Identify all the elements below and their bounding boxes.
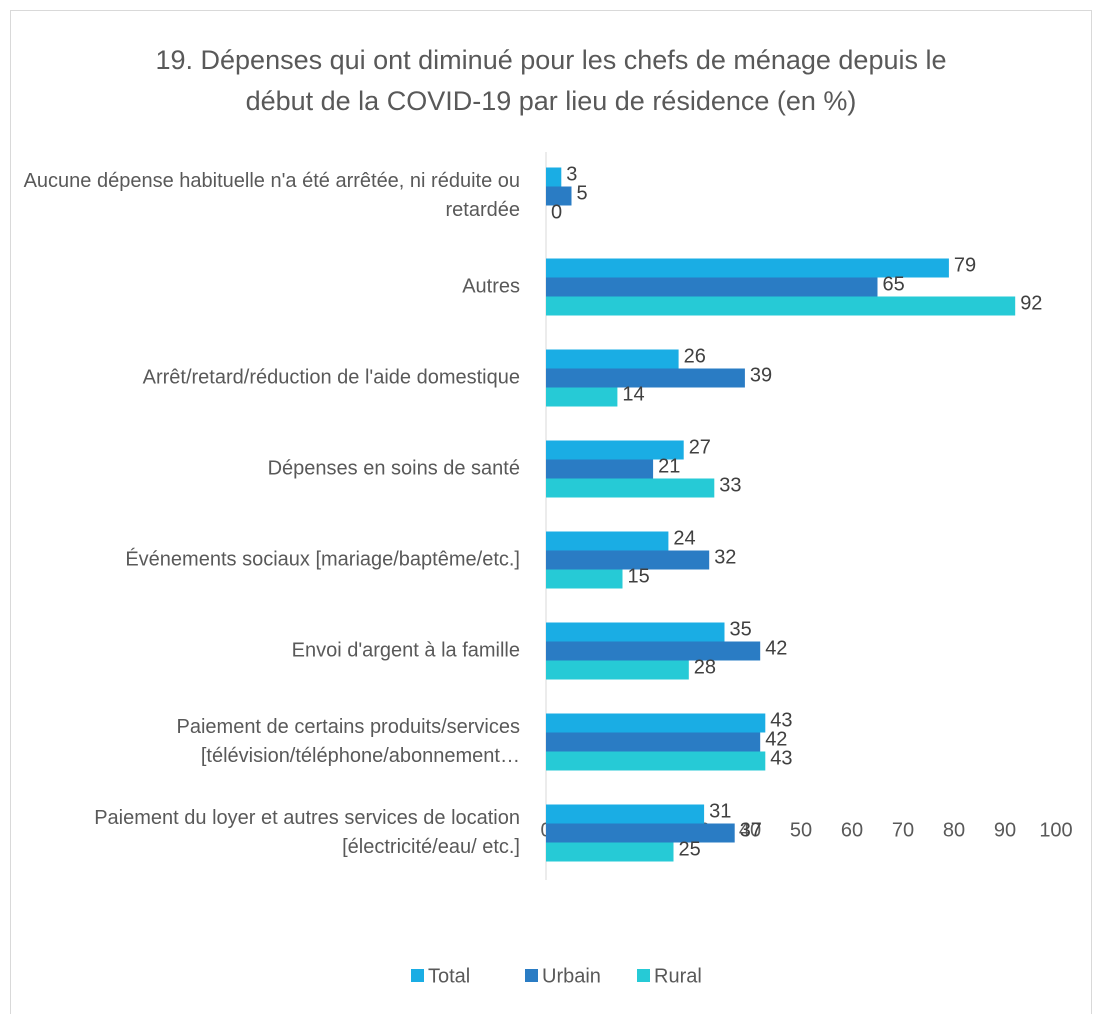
bar (546, 440, 684, 460)
bar (546, 569, 623, 589)
data-label: 42 (765, 637, 787, 659)
data-label: 39 (750, 364, 772, 386)
data-label: 79 (954, 254, 976, 276)
bar (546, 751, 766, 771)
data-label: 14 (622, 383, 644, 405)
legend-label: Urbain (542, 965, 601, 987)
bar (546, 641, 761, 661)
bar (546, 186, 572, 206)
x-tick-label: 70 (892, 819, 914, 841)
data-label: 37 (740, 819, 762, 841)
data-label: 35 (730, 618, 752, 640)
bar (546, 277, 878, 297)
bar (546, 459, 654, 479)
data-label: 0 (551, 201, 562, 223)
legend-swatch (637, 969, 650, 982)
legend-label: Total (428, 965, 470, 987)
bar (546, 167, 562, 187)
data-label: 43 (770, 747, 792, 769)
legend-label: Rural (654, 965, 702, 987)
x-tick-label: 90 (994, 819, 1016, 841)
bar (546, 804, 705, 824)
category-label: Paiement du loyer et autres services de … (94, 807, 520, 858)
category-label: Aucune dépense habituelle n'a été arrêté… (23, 170, 520, 221)
category-label: Autres (462, 275, 520, 298)
data-label: 43 (770, 709, 792, 731)
bar (546, 622, 725, 642)
data-label: 92 (1020, 292, 1042, 314)
bar (546, 531, 669, 551)
category-label: Arrêt/retard/réduction de l'aide domesti… (142, 366, 520, 389)
legend-swatch (525, 969, 538, 982)
data-label: 3 (566, 163, 577, 185)
bar (546, 823, 735, 843)
data-label: 26 (684, 345, 706, 367)
bar (546, 732, 761, 752)
data-label: 15 (628, 565, 650, 587)
legend-swatch (411, 969, 424, 982)
x-tick-label: 80 (943, 819, 965, 841)
category-label: Paiement de certains produits/services [… (176, 716, 521, 767)
bar (546, 349, 679, 369)
data-label: 28 (694, 656, 716, 678)
x-tick-label: 40 (739, 819, 761, 841)
bar (546, 368, 745, 388)
bar (546, 713, 766, 733)
chart-border (10, 10, 1092, 1014)
x-tick-label: 50 (790, 819, 812, 841)
category-label: Événements sociaux [mariage/baptême/etc.… (125, 548, 520, 571)
data-label: 32 (714, 546, 736, 568)
data-label: 5 (577, 182, 588, 204)
data-label: 42 (765, 728, 787, 750)
x-tick-label: 60 (841, 819, 863, 841)
category-label: Dépenses en soins de santé (267, 457, 520, 480)
x-tick-label: 100 (1039, 819, 1072, 841)
bar (546, 842, 674, 862)
data-label: 25 (679, 838, 701, 860)
bar (546, 387, 618, 407)
bar (546, 550, 710, 570)
category-label: Envoi d'argent à la famille (291, 639, 520, 662)
data-label: 27 (689, 436, 711, 458)
chart-title: 19. Dépenses qui ont diminué pour les ch… (155, 45, 947, 116)
bar (546, 478, 715, 498)
data-label: 33 (719, 474, 741, 496)
data-label: 21 (658, 455, 680, 477)
data-label: 65 (883, 273, 905, 295)
data-label: 24 (673, 527, 695, 549)
data-label: 31 (709, 800, 731, 822)
bar (546, 258, 949, 278)
bar (546, 296, 1016, 316)
bar (546, 660, 689, 680)
